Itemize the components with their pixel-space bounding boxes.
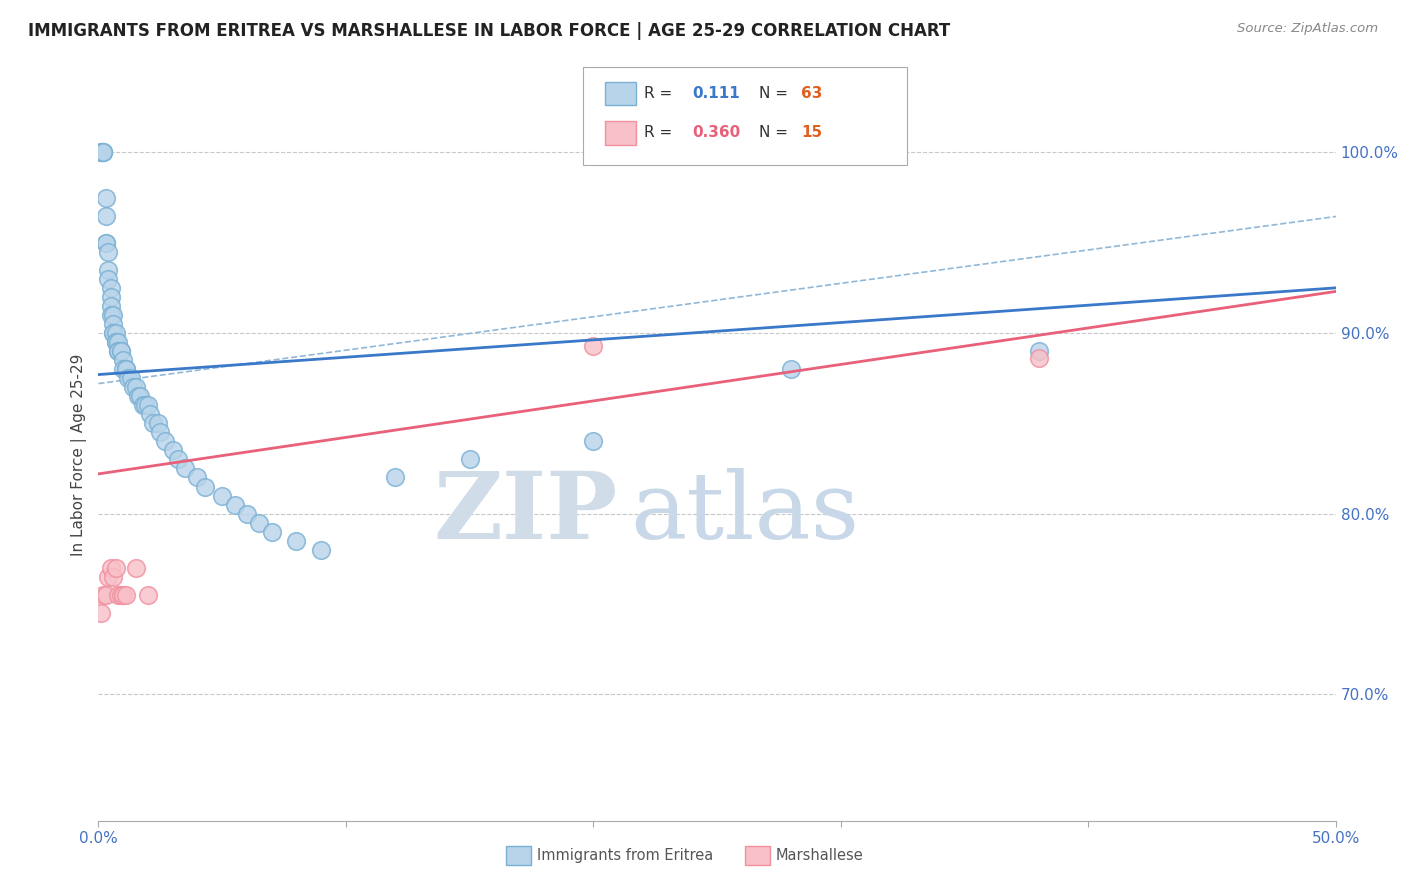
Text: 0.111: 0.111 <box>692 87 740 101</box>
Point <box>236 507 259 521</box>
Point <box>139 407 162 421</box>
Point <box>100 299 122 313</box>
Point <box>104 334 127 349</box>
Point <box>97 272 120 286</box>
Point <box>110 344 132 359</box>
Point <box>93 588 115 602</box>
Point <box>107 334 129 349</box>
Y-axis label: In Labor Force | Age 25-29: In Labor Force | Age 25-29 <box>72 354 87 556</box>
Point <box>94 235 117 250</box>
Text: Source: ZipAtlas.com: Source: ZipAtlas.com <box>1237 22 1378 36</box>
Point <box>93 145 115 160</box>
Point <box>114 362 136 376</box>
Point <box>162 443 184 458</box>
Point <box>100 308 122 322</box>
Point <box>97 262 120 277</box>
Point <box>114 588 136 602</box>
Point <box>107 344 129 359</box>
Point <box>103 317 125 331</box>
Text: 15: 15 <box>801 126 823 140</box>
Point <box>120 371 142 385</box>
Text: atlas: atlas <box>630 468 859 558</box>
Point <box>582 339 605 353</box>
Point <box>104 334 127 349</box>
Point <box>100 561 122 575</box>
Text: N =: N = <box>759 126 789 140</box>
Point <box>93 145 115 160</box>
Point <box>1028 351 1050 366</box>
Point <box>1028 344 1050 359</box>
Point <box>94 235 117 250</box>
Point <box>247 516 270 530</box>
Text: 0.360: 0.360 <box>692 126 740 140</box>
Text: IMMIGRANTS FROM ERITREA VS MARSHALLESE IN LABOR FORCE | AGE 25-29 CORRELATION CH: IMMIGRANTS FROM ERITREA VS MARSHALLESE I… <box>28 22 950 40</box>
Point <box>142 417 165 431</box>
Point <box>582 434 605 449</box>
Point <box>104 561 127 575</box>
Point <box>124 561 146 575</box>
Point <box>780 362 803 376</box>
Point <box>132 398 155 412</box>
Point <box>90 145 112 160</box>
Text: 63: 63 <box>801 87 823 101</box>
Point <box>112 588 135 602</box>
Point <box>110 344 132 359</box>
Text: N =: N = <box>759 87 789 101</box>
Point <box>93 145 115 160</box>
Point <box>110 588 132 602</box>
Text: Marshallese: Marshallese <box>776 848 863 863</box>
Point <box>103 326 125 340</box>
Point <box>103 570 125 584</box>
Point <box>107 588 129 602</box>
Point <box>114 362 136 376</box>
Point <box>136 398 159 412</box>
Point <box>260 524 283 539</box>
Point <box>384 470 406 484</box>
Point <box>136 588 159 602</box>
Point <box>97 570 120 584</box>
Point <box>112 362 135 376</box>
Point <box>90 606 112 620</box>
Point <box>146 417 169 431</box>
Point <box>194 479 217 493</box>
Point <box>224 498 246 512</box>
Point <box>186 470 208 484</box>
Text: R =: R = <box>644 87 672 101</box>
Point <box>94 588 117 602</box>
Point <box>107 344 129 359</box>
Point <box>100 281 122 295</box>
Point <box>211 489 233 503</box>
Point <box>103 326 125 340</box>
Point <box>134 398 156 412</box>
Point <box>458 452 481 467</box>
Point <box>285 533 308 548</box>
Point <box>100 290 122 304</box>
Point <box>94 190 117 204</box>
Point <box>90 145 112 160</box>
Point <box>112 353 135 368</box>
Point <box>122 380 145 394</box>
Point <box>117 371 139 385</box>
Point <box>94 209 117 223</box>
Point <box>124 380 146 394</box>
Point <box>127 389 149 403</box>
Text: Immigrants from Eritrea: Immigrants from Eritrea <box>537 848 713 863</box>
Point <box>174 461 197 475</box>
Point <box>149 425 172 440</box>
Point <box>104 326 127 340</box>
Point <box>155 434 177 449</box>
Point <box>103 308 125 322</box>
Text: R =: R = <box>644 126 672 140</box>
Point <box>129 389 152 403</box>
Text: ZIP: ZIP <box>434 468 619 558</box>
Point <box>166 452 188 467</box>
Point <box>97 244 120 259</box>
Point <box>309 542 332 557</box>
